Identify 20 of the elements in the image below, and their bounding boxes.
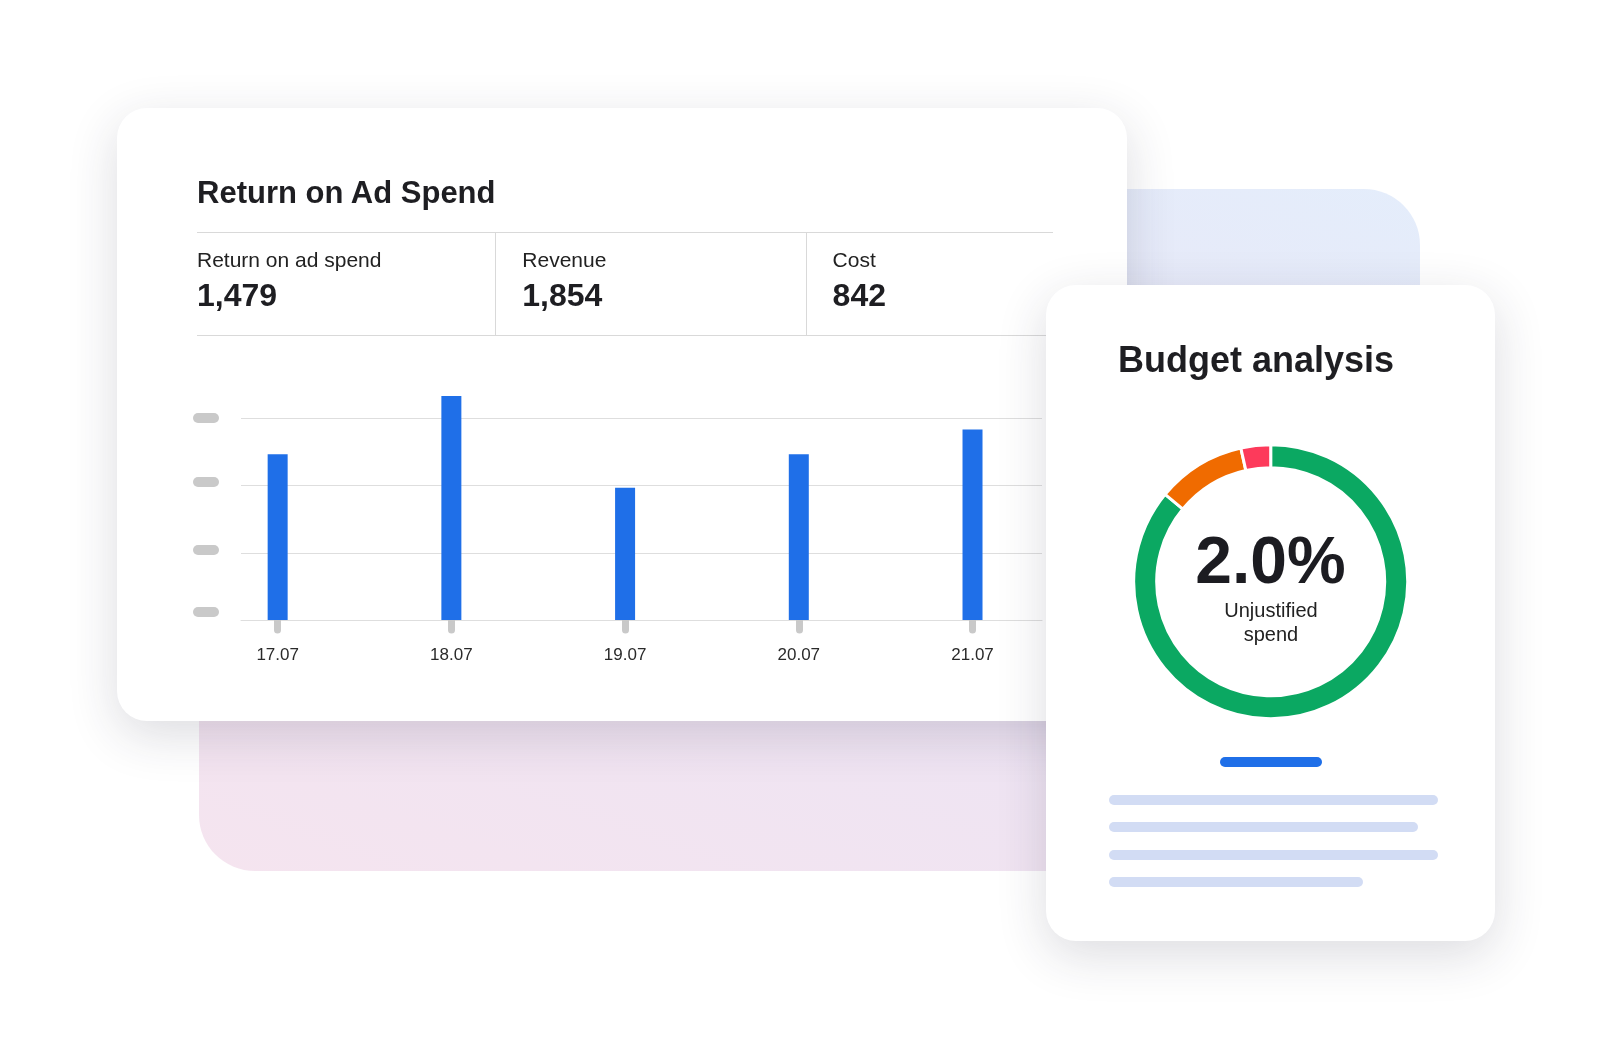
text: 1,479 [197, 277, 278, 313]
x-tick-label: 20.07 [777, 645, 821, 664]
x-tick-label: 17.07 [256, 645, 299, 664]
text: 2.0% [1194, 523, 1347, 597]
text: 842 [832, 277, 886, 313]
bar [615, 487, 636, 620]
bar [962, 429, 983, 620]
chart-title: Return on Ad Spend [197, 175, 496, 210]
text: Revenue [522, 248, 607, 272]
text: Cost [832, 248, 876, 272]
text: Unjustified spend [1223, 598, 1319, 646]
bar [788, 454, 809, 620]
x-tick-label: 19.07 [603, 645, 647, 664]
x-tick-label: 18.07 [430, 645, 473, 664]
text: Return on ad spend [197, 248, 382, 272]
chart-title: Budget analysis [1118, 339, 1395, 380]
x-tick-label: 21.07 [951, 645, 994, 664]
bar [267, 454, 288, 620]
text: 1,854 [522, 277, 603, 313]
bar [441, 396, 462, 620]
